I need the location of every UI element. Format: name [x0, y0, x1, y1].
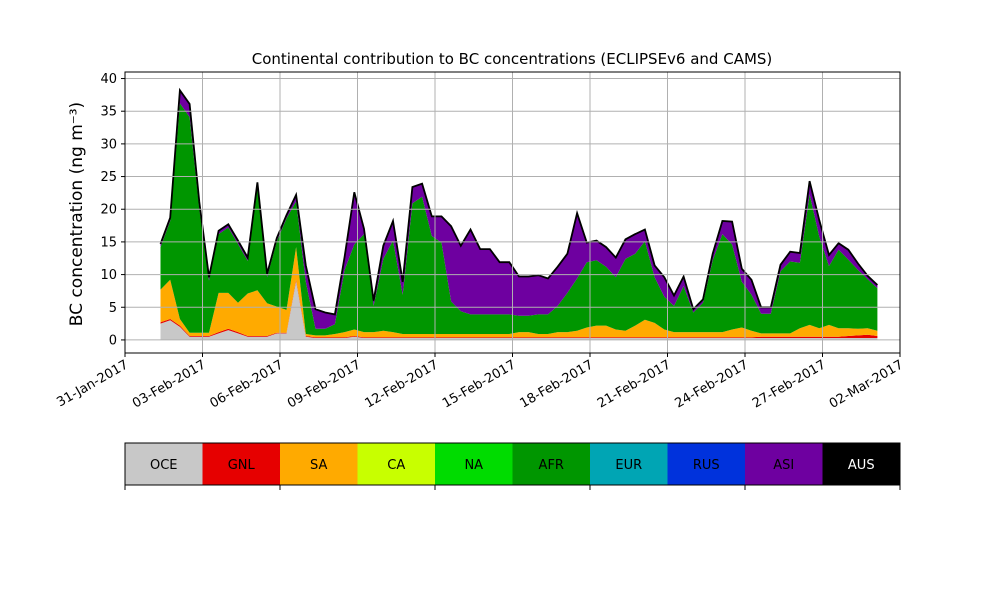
y-tick-label: 30	[100, 137, 117, 152]
x-tick-label: 12-Feb-2017	[362, 357, 441, 411]
x-tick-label: 03-Feb-2017	[130, 357, 209, 411]
colorbar-frame	[124, 442, 901, 486]
y-axis-label: BC concentration (ng m⁻³)	[67, 102, 87, 326]
colorbar-label-asi: ASI	[773, 458, 794, 473]
x-tick-label: 24-Feb-2017	[672, 357, 751, 411]
y-tick-label: 0	[109, 333, 117, 348]
x-tick-label: 31-Jan-2017	[54, 357, 131, 410]
y-tick-label: 10	[100, 268, 117, 283]
x-tick-label: 15-Feb-2017	[440, 357, 519, 411]
y-tick-label: 25	[100, 170, 117, 185]
y-tick-label: 20	[100, 203, 117, 218]
colorbar-label-ca: CA	[387, 458, 405, 473]
colorbar-swatch-ca	[357, 443, 435, 485]
area-asi	[160, 90, 878, 329]
y-tick-label: 5	[109, 301, 117, 316]
x-tick-label: 18-Feb-2017	[517, 357, 596, 411]
colorbar-swatch-rus	[667, 443, 745, 485]
x-tick-label: 02-Mar-2017	[827, 357, 906, 411]
colorbar-label-eur: EUR	[615, 458, 642, 473]
colorbar-label-na: NA	[464, 458, 483, 473]
colorbar-swatch-eur	[590, 443, 668, 485]
colorbar-label-aus: AUS	[848, 458, 875, 473]
colorbar-swatch-oce	[125, 443, 203, 485]
area-oce	[160, 281, 878, 340]
colorbar-swatch-na	[435, 443, 513, 485]
area-sa	[160, 247, 878, 338]
x-tick-label: 09-Feb-2017	[285, 357, 364, 411]
x-tick-label: 27-Feb-2017	[750, 357, 829, 411]
colorbar-swatch-aus	[822, 443, 900, 485]
colorbar-label-afr: AFR	[539, 458, 564, 473]
colorbar-label-oce: OCE	[150, 458, 178, 473]
x-tick-label: 06-Feb-2017	[207, 357, 286, 411]
y-tick-label: 15	[100, 235, 117, 250]
y-tick-label: 35	[100, 105, 117, 120]
colorbar-swatch-afr	[512, 443, 590, 485]
colorbar-swatch-sa	[280, 443, 358, 485]
region-colorbar: OCE GNL SA CA NA AFR EUR RUS ASI AUS	[124, 442, 901, 490]
area-afr	[160, 103, 878, 336]
chart-title: Continental contribution to BC concentra…	[252, 50, 773, 68]
y-tick-label: 40	[100, 72, 117, 87]
colorbar-swatch-gnl	[202, 443, 280, 485]
plot-area: 0 5 10 15 20 25 30 35 40 31-Jan-201703-Feb-201706…	[54, 71, 906, 412]
colorbar-swatch-asi	[745, 443, 823, 485]
colorbar-label-rus: RUS	[693, 458, 720, 473]
colorbar-label-gnl: GNL	[228, 458, 256, 473]
x-tick-label: 21-Feb-2017	[595, 357, 674, 411]
colorbar-label-sa: SA	[310, 458, 327, 473]
